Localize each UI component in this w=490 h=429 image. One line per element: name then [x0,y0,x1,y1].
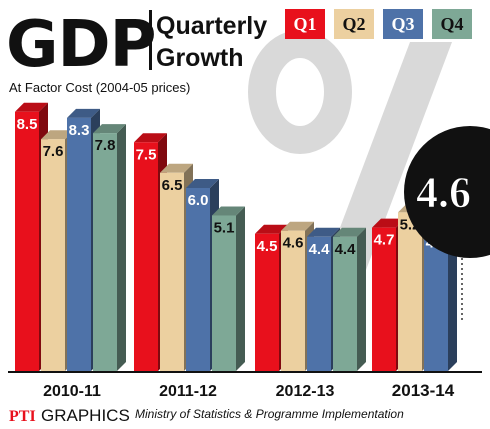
title-line-1: Quarterly [156,12,267,40]
title-line-2: Growth [156,44,244,72]
data-label-q4-2012-13: 4.4 [335,241,357,258]
legend-label-q4: Q4 [440,14,463,34]
bar-top-q3-2011-12 [186,179,219,188]
bar-top-q2-2012-13 [281,221,314,231]
bar-top-q4-2012-13 [333,227,366,237]
bar-q3-2013-14 [424,230,448,371]
percent-upper-ring [248,30,352,154]
legend: Q1 Q2 Q3 Q4 [285,9,472,39]
bar-top-q1-2013-14 [372,218,405,228]
data-label-q3-2012-13: 4.4 [309,241,331,258]
bar-top-q3-2012-13 [307,227,340,237]
bar-q2-2011-12 [160,172,184,371]
bar-side-q4-2010-11 [117,124,126,371]
legend-swatch-q3 [383,9,423,39]
bar-top-q4-2010-11 [93,124,126,134]
main-title: GDP [6,8,156,82]
bar-q4-2011-12 [212,215,236,371]
data-label-q2-2012-13: 4.6 [283,235,304,252]
data-label-q1-2012-13: 4.5 [257,238,278,255]
category-label-2010-11: 2010-11 [43,383,101,400]
bar-q3-2010-11 [67,117,91,371]
data-label-q2-2011-12: 6.5 [162,177,183,194]
bar-q1-2012-13 [255,233,279,371]
bar-q2-2013-14 [398,212,422,371]
title-divider [149,10,152,70]
legend-label-q3: Q3 [391,14,414,34]
bar-q1-2013-14 [372,227,396,371]
pti-logo: PTI [9,408,36,425]
legend-swatch-q2 [334,9,374,39]
bar-top-q1-2010-11 [15,102,48,112]
bar-top-q1-2012-13 [255,224,288,234]
bar-top-q3-2010-11 [67,108,100,118]
data-label-q4-2011-12: 5.1 [214,219,235,236]
bar-q3-2011-12 [186,188,210,371]
bar-q1-2011-12 [134,142,158,371]
pti-graphics-label: GRAPHICS [41,406,130,425]
category-label-2012-13: 2012-13 [276,383,335,400]
data-label-q4-2010-11: 7.8 [95,137,116,154]
callout-circle [404,126,490,258]
bar-top-q2-2010-11 [41,130,74,140]
bar-side-q4-2012-13 [357,227,366,371]
data-label-q2-2010-11: 7.6 [43,143,64,160]
legend-label-q2: Q2 [342,14,365,34]
category-label-2013-14: 2013-14 [392,381,455,400]
chart-subtitle: At Factor Cost (2004-05 prices) [9,80,190,95]
bar-top-q4-2011-12 [212,206,245,216]
data-label-q1-2013-14: 4.7 [374,232,395,249]
legend-swatch-q1 [285,9,325,39]
bars-layer: 8.57.68.37.87.56.56.05.14.5 4.6 4.4 4.44.75… [15,102,457,371]
baseline [8,371,482,373]
bar-q4-2012-13 [333,236,357,371]
data-label-q1-2011-12: 7.5 [136,146,157,163]
footer: PTI GRAPHICS Ministry of Statistics & Pr… [9,406,404,425]
callout-value: 4.6 [416,168,471,217]
data-label-q1-2010-11: 8.5 [17,116,38,133]
bar-top-q1-2011-12 [134,133,167,143]
bar-side-q4-2011-12 [236,206,245,371]
bar-side-q3-2013-14 [448,221,457,371]
legend-swatch-q4 [432,9,472,39]
data-label-q3-2011-12: 6.0 [188,192,209,209]
bar-q1-2010-11 [15,111,39,371]
source-text: Ministry of Statistics & Programme Imple… [135,407,404,421]
bar-q2-2010-11 [41,139,65,371]
bar-q2-2012-13 [281,230,305,371]
bar-top-q2-2011-12 [160,163,193,173]
data-label-q3-2010-11: 8.3 [69,122,90,139]
bar-q3-2012-13 [307,236,331,371]
category-label-2011-12: 2011-12 [159,383,217,400]
percent-slash [318,42,452,286]
bar-q4-2010-11 [93,133,117,371]
percent-sign-decoration [248,30,452,286]
legend-label-q1: Q1 [293,14,316,34]
latest-value-callout: 4.6 [404,126,490,320]
